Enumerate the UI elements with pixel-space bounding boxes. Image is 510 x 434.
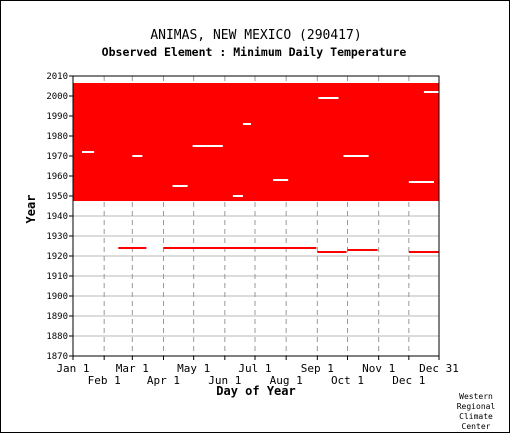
observed-block — [408, 251, 439, 253]
chart-subtitle: Observed Element : Minimum Daily Tempera… — [102, 45, 407, 59]
y-tick-label: 1920 — [46, 252, 68, 262]
x-axis-label: Day of Year — [216, 384, 295, 398]
x-tick-label: Aug 1 — [270, 374, 303, 387]
x-tick-label: Apr 1 — [147, 374, 180, 387]
y-tick-label: 1970 — [46, 152, 68, 162]
x-tick-label: May 1 — [177, 362, 210, 375]
x-tick-label: Sep 1 — [301, 362, 334, 375]
chart-title: ANIMAS, NEW MEXICO (290417) — [150, 28, 361, 43]
x-tick-label: Feb 1 — [88, 374, 121, 387]
y-axis-ticks: 1870 1880 1890 1900 1910 1920 1930 1940 1950 1960… — [46, 72, 73, 362]
x-tick-label: Jun 1 — [208, 374, 241, 387]
observed-block — [317, 251, 347, 253]
x-tick-label: Nov 1 — [362, 362, 395, 375]
missing-mark — [408, 181, 434, 183]
y-tick-label: 1930 — [46, 232, 68, 242]
y-tick-label: 1950 — [46, 192, 68, 202]
y-axis-label: Year — [24, 195, 38, 224]
credit-block: Western Regional Climate Center — [457, 392, 496, 431]
observed-block — [73, 83, 439, 201]
x-tick-label: Dec 1 — [392, 374, 425, 387]
y-tick-label: 1890 — [46, 312, 68, 322]
missing-mark — [343, 155, 369, 157]
missing-marks — [82, 91, 439, 197]
observed-block — [163, 247, 317, 249]
x-tick-label: Oct 1 — [331, 374, 364, 387]
credit-line-4: Center — [462, 422, 491, 431]
credit-line-3: Climate — [459, 412, 493, 421]
y-tick-label: 2010 — [46, 72, 68, 82]
y-tick-label: 1980 — [46, 132, 68, 142]
missing-mark — [232, 195, 243, 197]
observed-block — [118, 247, 147, 249]
x-tick-label: Jan 1 — [56, 362, 89, 375]
observed-block — [347, 249, 378, 251]
y-tick-label: 1940 — [46, 212, 68, 222]
missing-mark — [318, 97, 339, 99]
missing-mark — [172, 185, 188, 187]
x-tick-label: Jul 1 — [238, 362, 271, 375]
y-tick-label: 1960 — [46, 172, 68, 182]
missing-mark — [192, 145, 223, 147]
missing-mark — [242, 123, 251, 125]
x-tick-label: Mar 1 — [116, 362, 149, 375]
y-tick-label: 1870 — [46, 352, 68, 362]
y-tick-label: 1910 — [46, 272, 68, 282]
data-marks — [73, 83, 439, 253]
x-tick-label: Dec 31 — [419, 362, 459, 375]
credit-line-1: Western — [459, 392, 493, 401]
missing-mark — [423, 91, 439, 93]
missing-mark — [82, 151, 95, 153]
credit-line-2: Regional — [457, 402, 496, 411]
y-tick-label: 1880 — [46, 332, 68, 342]
x-axis-ticks: Jan 1 Mar 1 May 1 Jul 1 Sep 1 Nov 1 Dec 31 Feb … — [56, 356, 459, 387]
y-tick-label: 1900 — [46, 292, 68, 302]
y-tick-label: 1990 — [46, 112, 68, 122]
missing-mark — [273, 179, 289, 181]
y-tick-label: 2000 — [46, 92, 68, 102]
missing-mark — [132, 155, 143, 157]
